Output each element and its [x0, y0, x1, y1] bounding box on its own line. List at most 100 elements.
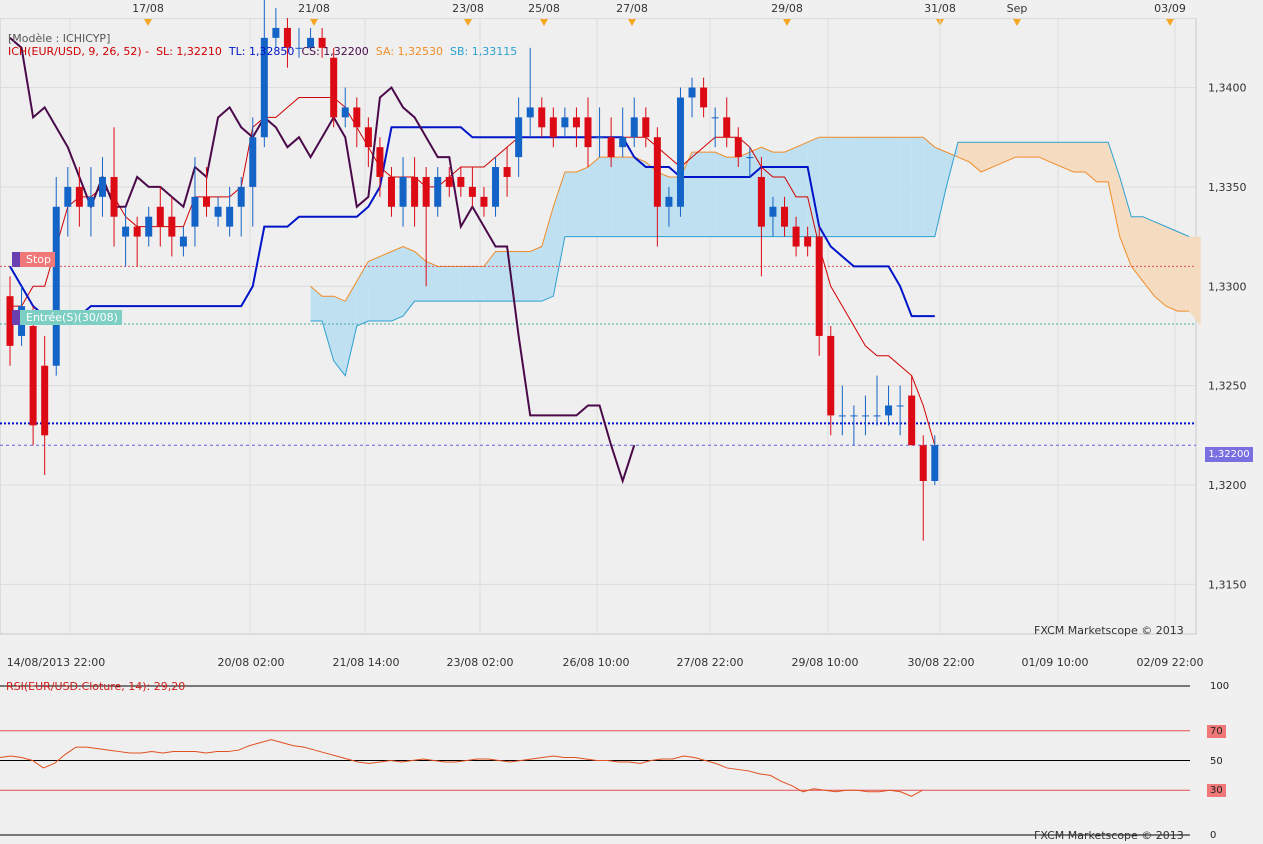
rsi-level-label: 30 — [1207, 784, 1226, 798]
candle-body — [145, 216, 153, 237]
date-marker-icon — [540, 19, 548, 26]
candle-body — [931, 445, 939, 481]
stop-order-badge[interactable]: Stop — [12, 252, 56, 267]
kumo-segment — [599, 157, 612, 237]
candle-body — [353, 107, 361, 128]
kumo-segment — [1096, 142, 1109, 182]
candle-body — [549, 117, 557, 138]
candle-body — [399, 176, 407, 207]
time-tick-label: 14/08/2013 22:00 — [7, 656, 106, 669]
candle-body — [607, 137, 615, 158]
kumo-segment — [495, 251, 508, 302]
top-date-label: 23/08 — [452, 2, 484, 15]
top-date-label: 21/08 — [298, 2, 330, 15]
time-tick-label: 26/08 10:00 — [563, 656, 630, 669]
kumo-segment — [322, 296, 334, 361]
kumo-segment — [611, 157, 623, 237]
candle-body — [676, 97, 684, 207]
kumo-segment — [1004, 142, 1016, 163]
kumo-segment — [530, 246, 542, 302]
top-date-label: 17/08 — [132, 2, 164, 15]
candle-body — [838, 415, 846, 417]
candle-body — [700, 87, 708, 108]
candle-body — [746, 157, 754, 159]
candle-body — [757, 176, 765, 227]
kumo-segment — [1177, 231, 1190, 312]
entry-order-badge[interactable]: Entrée(S)(30/08) — [12, 310, 122, 325]
kumo-segment — [472, 266, 484, 302]
kumo-segment — [541, 206, 554, 302]
date-marker-icon — [310, 19, 318, 26]
kumo-segment — [345, 281, 357, 376]
time-tick-label: 20/08 02:00 — [218, 656, 285, 669]
date-marker-icon — [144, 19, 152, 26]
date-marker-icon — [464, 19, 472, 26]
candle-body — [630, 117, 638, 138]
candle-body — [87, 196, 95, 207]
kumo-segment — [1108, 142, 1120, 237]
candle-body — [249, 137, 257, 187]
time-tick-label: 23/08 02:00 — [447, 656, 514, 669]
kumo-segment — [1154, 221, 1166, 307]
candle-body — [861, 415, 869, 417]
candle-body — [237, 186, 245, 207]
candle-body — [133, 226, 141, 237]
candle-body — [515, 117, 523, 158]
sl-value: SL: 1,32210 — [156, 45, 222, 58]
candle-body — [596, 137, 604, 139]
candle-body — [75, 186, 83, 207]
candle-body — [688, 87, 696, 98]
kumo-segment — [1027, 142, 1039, 158]
candle-body — [226, 206, 234, 227]
kumo-segment — [449, 266, 461, 302]
kumo-segment — [1038, 142, 1051, 163]
time-axis: 14/08/2013 22:00 20/08 02:00 21/08 14:00 23… — [0, 635, 1263, 674]
kumo-segment — [877, 137, 889, 237]
price-tick-label: 1,3350 — [1208, 181, 1247, 194]
rsi-level-label: 50 — [1210, 755, 1223, 767]
candle-body — [538, 107, 546, 128]
candle-body — [64, 186, 72, 207]
price-tick-label: 1,3400 — [1208, 82, 1247, 95]
candle-body — [307, 37, 315, 48]
candle-body — [422, 176, 430, 207]
kumo-segment — [796, 142, 808, 237]
candle-body — [156, 206, 164, 227]
candle-body — [503, 167, 511, 177]
candle-body — [653, 137, 661, 207]
candle-body — [572, 117, 580, 128]
candle-body — [411, 176, 419, 207]
price-tick-label: 1,3300 — [1208, 280, 1247, 293]
candle-body — [492, 167, 500, 207]
time-tick-label: 21/08 14:00 — [333, 656, 400, 669]
kumo-segment — [1015, 142, 1028, 158]
price-tick-label: 1,3200 — [1208, 479, 1247, 492]
candle-body — [52, 206, 60, 366]
candle-body — [896, 405, 904, 407]
kumo-segment — [368, 256, 380, 322]
kumo-segment — [553, 172, 565, 297]
kumo-segment — [842, 137, 854, 237]
price-axis: 1,3400 1,3350 1,3300 1,3250 1,3200 1,3150 — [1208, 82, 1247, 592]
ichimoku-legend: ICH(EUR/USD, 9, 26, 52) - SL: 1,32210 TL… — [8, 45, 517, 58]
candle-body — [41, 365, 49, 436]
kumo-segment — [588, 157, 600, 237]
kumo-segment — [911, 137, 924, 237]
template-label: [Modèle : ICHICYP] — [8, 32, 111, 45]
ichimoku-cloud — [310, 136, 1201, 377]
kumo-segment — [853, 137, 866, 237]
candle-body — [480, 196, 488, 207]
candle-body — [330, 57, 338, 118]
time-tick-label: 01/09 10:00 — [1022, 656, 1089, 669]
kumo-segment — [1142, 216, 1155, 297]
kumo-segment — [888, 137, 901, 237]
candle-body — [260, 37, 268, 138]
candle-body — [850, 415, 858, 417]
price-chart[interactable]: 17/08 21/08 23/08 25/08 27/08 29/08 31/08 Sep 03… — [0, 0, 1263, 674]
rsi-panel[interactable] — [0, 674, 1263, 844]
kumo-segment — [391, 246, 404, 322]
kumo-segment — [437, 266, 450, 302]
candle-body — [457, 176, 465, 187]
candle-body — [468, 186, 476, 197]
kumo-segment — [900, 137, 912, 237]
